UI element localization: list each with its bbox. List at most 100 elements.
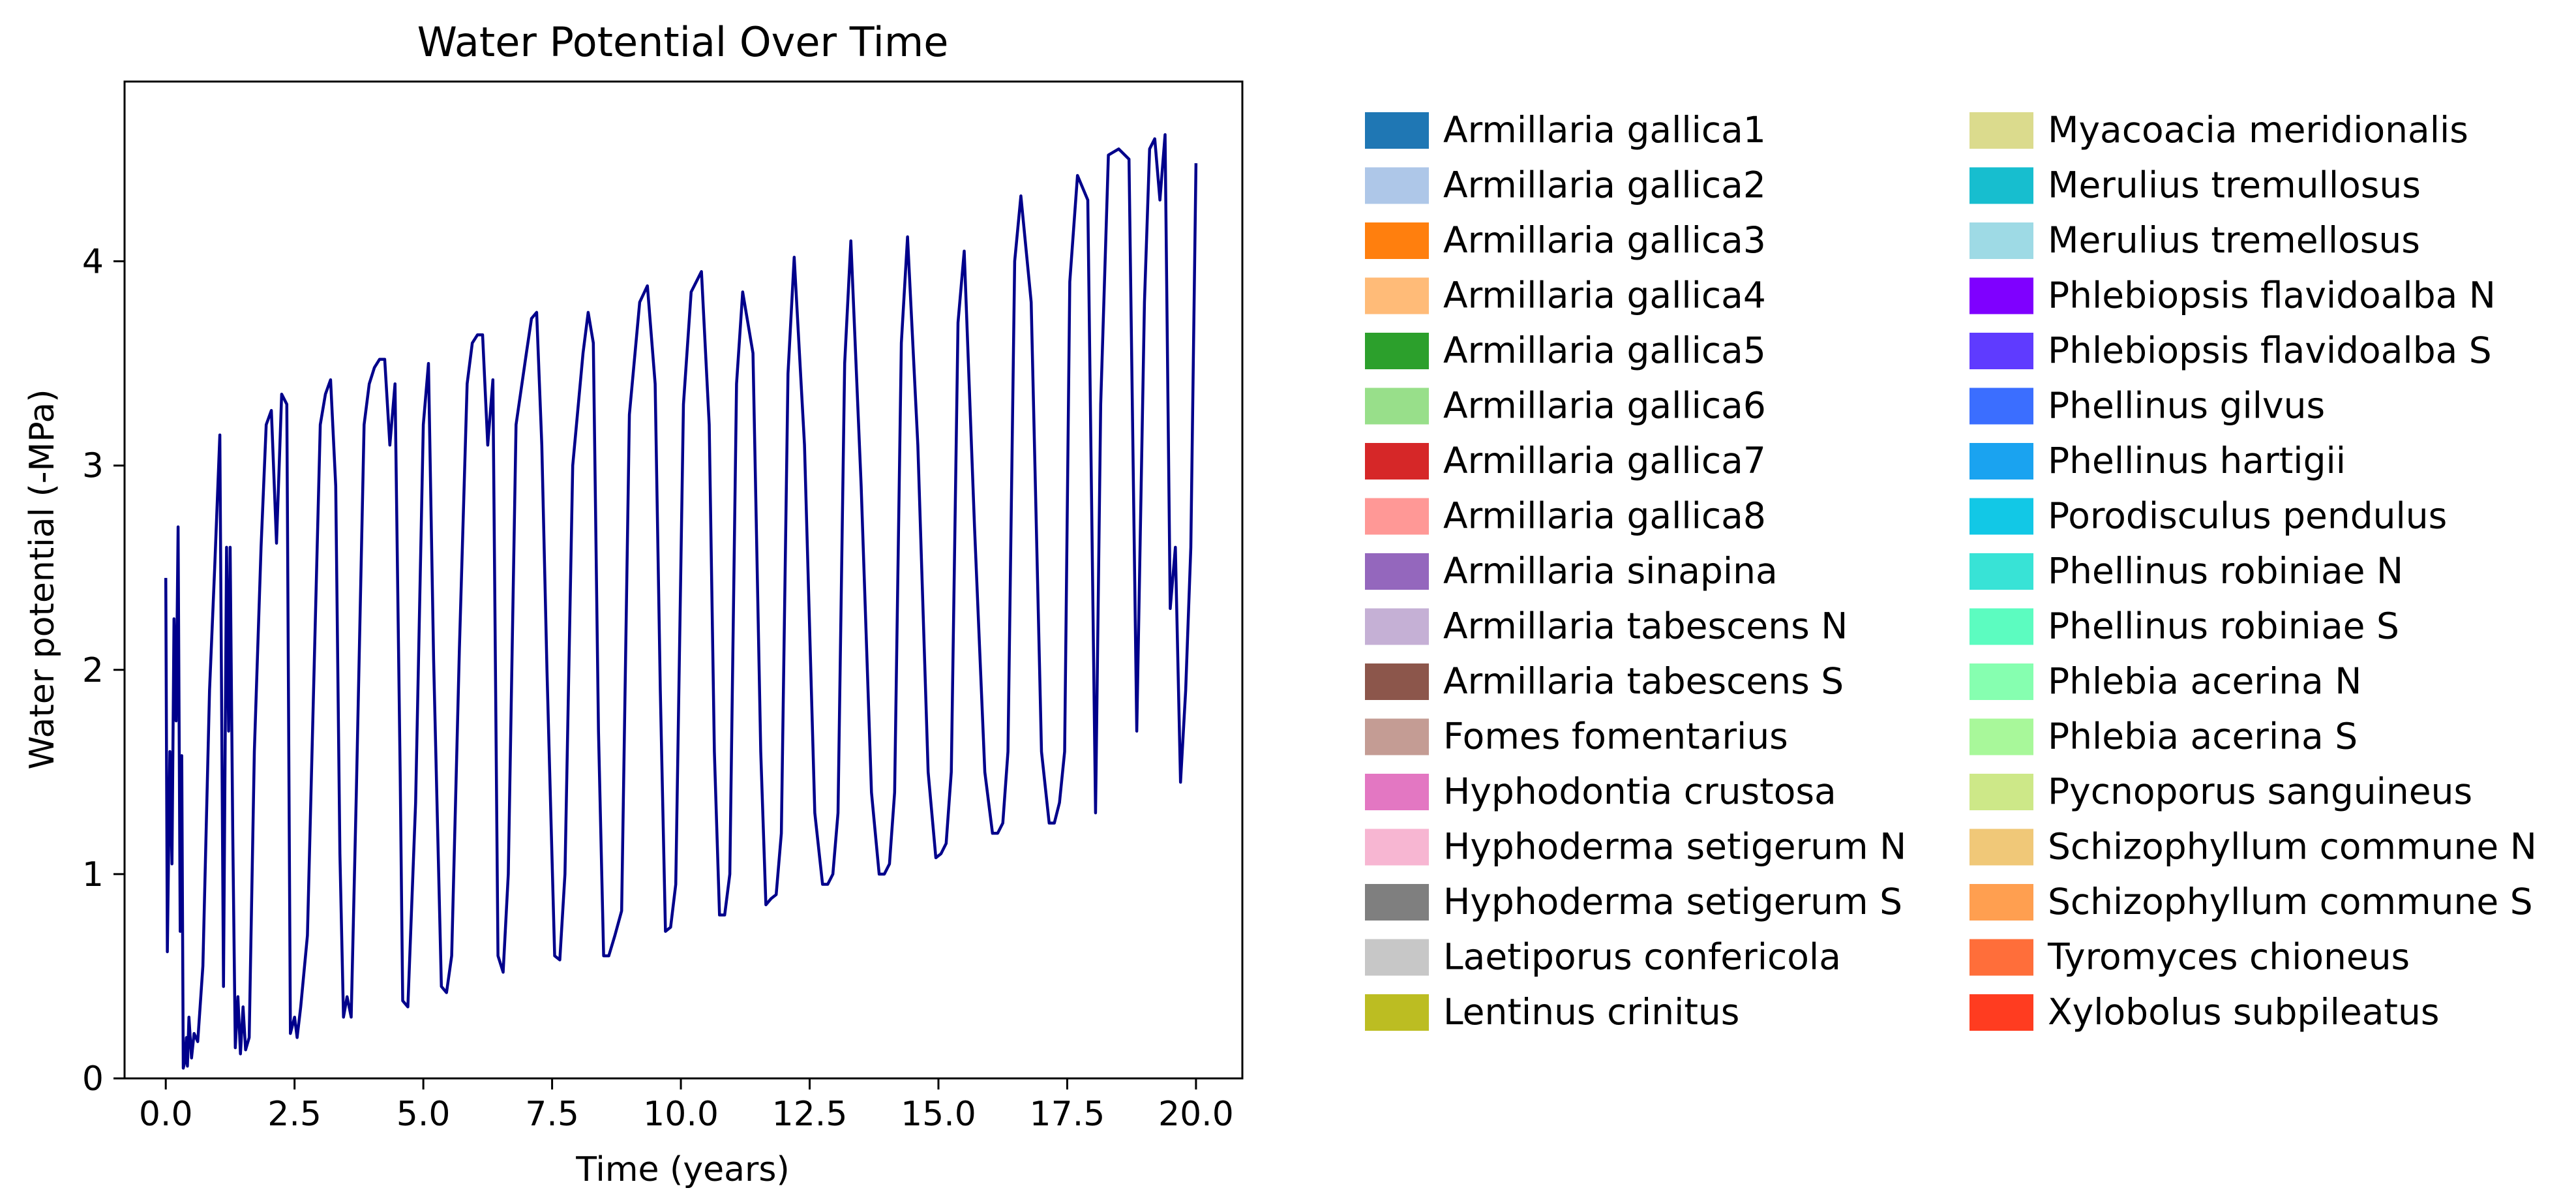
legend-entry: Hyphodontia crustosa xyxy=(1365,770,1836,812)
legend-label: Schizophyllum commune N xyxy=(2048,826,2537,868)
legend-entry: Armillaria gallica3 xyxy=(1365,219,1766,261)
x-tick-label: 20.0 xyxy=(1158,1095,1234,1134)
legend-entry: Phellinus robiniae S xyxy=(1969,605,2399,647)
legend-swatch xyxy=(1969,718,2033,755)
legend-swatch xyxy=(1969,112,2033,149)
x-tick-label: 5.0 xyxy=(397,1095,451,1134)
legend-entry: Armillaria sinapina xyxy=(1365,550,1778,592)
legend-entry: Merulius tremellosus xyxy=(1969,219,2420,261)
legend-label: Phellinus robiniae S xyxy=(2048,605,2399,647)
x-tick-label: 15.0 xyxy=(901,1095,976,1134)
legend-label: Phellinus gilvus xyxy=(2048,385,2325,427)
legend: Armillaria gallica1 Armillaria gallica2 Ar… xyxy=(1365,109,2537,1033)
legend-swatch xyxy=(1365,443,1429,480)
legend-swatch xyxy=(1365,277,1429,314)
legend-entry: Armillaria gallica7 xyxy=(1365,440,1766,481)
y-axis-label: Water potential (-MPa) xyxy=(23,389,62,769)
legend-entry: Hyphoderma setigerum N xyxy=(1365,826,1906,868)
legend-swatch xyxy=(1365,222,1429,259)
legend-swatch xyxy=(1365,774,1429,810)
legend-swatch xyxy=(1969,553,2033,590)
legend-label: Hyphoderma setigerum N xyxy=(1443,826,1906,868)
legend-label: Phlebia acerina N xyxy=(2048,660,2361,702)
legend-label: Xylobolus subpileatus xyxy=(2048,991,2440,1033)
legend-entry: Lentinus crinitus xyxy=(1365,991,1739,1033)
legend-swatch xyxy=(1969,884,2033,921)
legend-swatch xyxy=(1969,663,2033,700)
legend-swatch xyxy=(1365,498,1429,535)
legend-entry: Armillaria gallica5 xyxy=(1365,329,1766,371)
legend-label: Laetiporus confericola xyxy=(1443,936,1841,978)
legend-label: Phellinus robiniae N xyxy=(2048,550,2403,592)
legend-label: Armillaria gallica2 xyxy=(1443,164,1766,206)
legend-entry: Hyphoderma setigerum S xyxy=(1365,881,1902,922)
legend-entry: Armillaria gallica4 xyxy=(1365,275,1766,316)
x-axis-label: Time (years) xyxy=(575,1150,789,1189)
legend-label: Armillaria gallica3 xyxy=(1443,219,1766,261)
legend-entry: Armillaria gallica6 xyxy=(1365,385,1766,427)
legend-label: Armillaria tabescens N xyxy=(1443,605,1848,647)
legend-entry: Pycnoporus sanguineus xyxy=(1969,770,2472,812)
legend-entry: Merulius tremullosus xyxy=(1969,164,2421,206)
legend-swatch xyxy=(1969,608,2033,645)
legend-swatch xyxy=(1969,167,2033,204)
legend-swatch xyxy=(1365,718,1429,755)
legend-label: Armillaria gallica7 xyxy=(1443,440,1766,481)
x-tick-label: 12.5 xyxy=(772,1095,848,1134)
legend-swatch xyxy=(1969,774,2033,810)
legend-swatch xyxy=(1365,663,1429,700)
x-tick-label: 17.5 xyxy=(1030,1095,1105,1134)
legend-swatch xyxy=(1969,994,2033,1031)
chart-title: Water Potential Over Time xyxy=(417,18,949,66)
legend-swatch xyxy=(1969,939,2033,976)
legend-entry: Phellinus robiniae N xyxy=(1969,550,2403,592)
legend-label: Armillaria sinapina xyxy=(1443,550,1778,592)
legend-entry: Phlebiopsis flavidoalba S xyxy=(1969,329,2492,371)
legend-swatch xyxy=(1365,829,1429,866)
legend-swatch xyxy=(1365,112,1429,149)
legend-entry: Schizophyllum commune S xyxy=(1969,881,2533,922)
legend-label: Fomes fomentarius xyxy=(1443,716,1788,757)
legend-entry: Tyromyces chioneus xyxy=(1969,936,2410,978)
legend-label: Phlebiopsis flavidoalba S xyxy=(2048,329,2492,371)
legend-entry: Phlebia acerina S xyxy=(1969,716,2358,757)
legend-label: Hyphodontia crustosa xyxy=(1443,770,1836,812)
legend-label: Armillaria gallica8 xyxy=(1443,495,1766,537)
legend-label: Myacoacia meridionalis xyxy=(2048,109,2468,151)
legend-entry: Armillaria gallica1 xyxy=(1365,109,1766,151)
legend-swatch xyxy=(1365,994,1429,1031)
legend-swatch xyxy=(1969,222,2033,259)
legend-entry: Armillaria tabescens N xyxy=(1365,605,1848,647)
legend-swatch xyxy=(1969,277,2033,314)
legend-swatch xyxy=(1969,498,2033,535)
legend-entry: Xylobolus subpileatus xyxy=(1969,991,2440,1033)
legend-entry: Armillaria gallica8 xyxy=(1365,495,1766,537)
legend-entry: Phellinus hartigii xyxy=(1969,440,2346,481)
y-tick-label: 1 xyxy=(82,855,104,894)
x-tick-label: 0.0 xyxy=(139,1095,193,1134)
legend-swatch xyxy=(1365,388,1429,425)
y-tick-label: 2 xyxy=(82,651,104,690)
legend-entry: Phlebia acerina N xyxy=(1969,660,2361,702)
legend-entry: Fomes fomentarius xyxy=(1365,716,1788,757)
legend-entry: Schizophyllum commune N xyxy=(1969,826,2537,868)
legend-entry: Porodisculus pendulus xyxy=(1969,495,2447,537)
legend-entry: Armillaria tabescens S xyxy=(1365,660,1844,702)
legend-swatch xyxy=(1365,553,1429,590)
legend-swatch xyxy=(1969,333,2033,369)
legend-label: Phellinus hartigii xyxy=(2048,440,2346,481)
legend-label: Phlebiopsis flavidoalba N xyxy=(2048,275,2496,316)
legend-entry: Laetiporus confericola xyxy=(1365,936,1841,978)
legend-label: Merulius tremullosus xyxy=(2048,164,2421,206)
legend-entry: Armillaria gallica2 xyxy=(1365,164,1766,206)
legend-entry: Phellinus gilvus xyxy=(1969,385,2325,427)
legend-swatch xyxy=(1365,167,1429,204)
x-tick-label: 7.5 xyxy=(525,1095,579,1134)
legend-label: Schizophyllum commune S xyxy=(2048,881,2533,922)
legend-entry: Phlebiopsis flavidoalba N xyxy=(1969,275,2496,316)
legend-label: Pycnoporus sanguineus xyxy=(2048,770,2472,812)
y-tick-label: 0 xyxy=(82,1059,104,1099)
legend-label: Tyromyces chioneus xyxy=(2047,936,2410,978)
legend-swatch xyxy=(1969,443,2033,480)
